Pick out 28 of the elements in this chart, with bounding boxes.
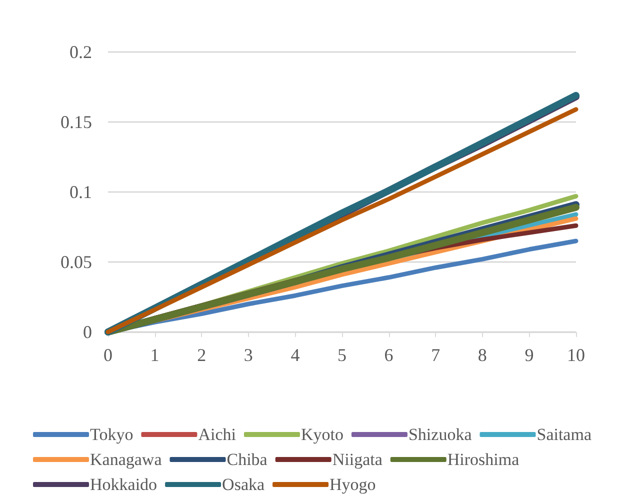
legend-label: Hyogo <box>330 475 376 494</box>
y-tick-label: 0.1 <box>70 182 92 202</box>
legend-label: Hiroshima <box>447 450 520 469</box>
legend-label: Hokkaido <box>90 475 158 494</box>
x-tick-label: 5 <box>338 345 346 365</box>
x-tick-label: 7 <box>431 345 440 365</box>
legend-label: Tokyo <box>90 425 134 444</box>
legend-label: Kyoto <box>300 425 344 444</box>
x-tick-label: 2 <box>197 345 206 365</box>
x-tick-label: 4 <box>290 345 300 365</box>
legend-label: Niigata <box>332 450 383 469</box>
x-tick-label: 8 <box>478 345 487 365</box>
legend-label: Kanagawa <box>90 450 162 469</box>
y-tick-label: 0.2 <box>70 42 92 62</box>
x-tick-label: 3 <box>244 345 253 365</box>
x-tick-label: 1 <box>150 345 160 365</box>
y-tick-label: 0.15 <box>60 112 92 132</box>
y-tick-label: 0.05 <box>60 252 92 272</box>
legend-label: Osaka <box>222 475 265 494</box>
legend-label: Aichi <box>198 425 236 444</box>
legend-label: Chiba <box>226 450 268 469</box>
x-tick-label: 9 <box>524 345 534 365</box>
legend-label: Saitama <box>536 425 592 444</box>
legend-label: Shizuoka <box>408 425 472 444</box>
y-tick-label: 0 <box>83 322 92 342</box>
x-tick-label: 0 <box>104 345 112 365</box>
x-tick-label: 6 <box>384 345 394 365</box>
x-tick-label: 10 <box>567 345 585 365</box>
